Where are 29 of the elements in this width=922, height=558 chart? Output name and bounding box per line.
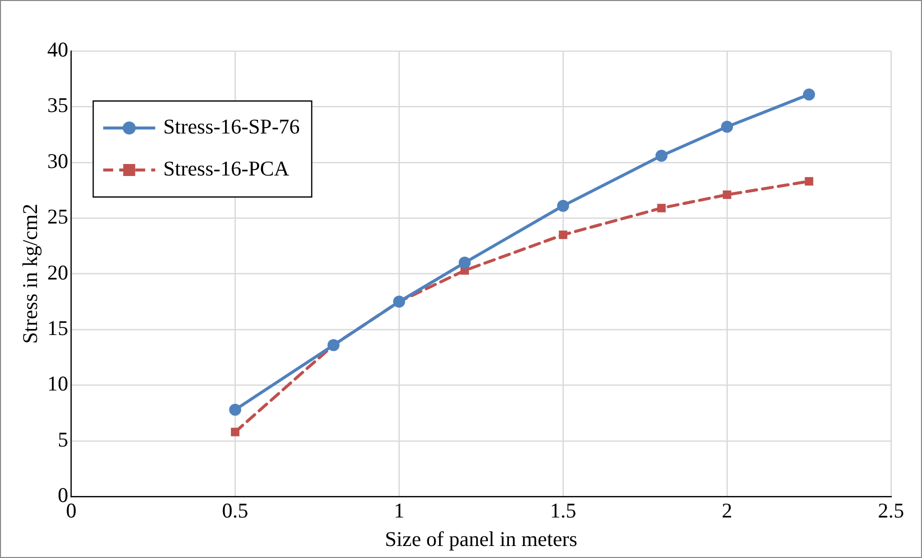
- point: [558, 230, 568, 240]
- y-tick-label: 35: [47, 93, 68, 118]
- legend-label: Stress-16-SP-76: [163, 114, 300, 139]
- point: [722, 190, 732, 199]
- point: [229, 404, 242, 416]
- point: [458, 256, 471, 269]
- x-tick-label: 1: [394, 498, 404, 523]
- x-tick-label: 2.5: [878, 498, 904, 523]
- y-tick-label: 5: [58, 427, 68, 452]
- x-tick-label: 0.5: [222, 498, 248, 523]
- y-tick-label: 30: [47, 148, 68, 173]
- y-tick-label: 10: [47, 372, 68, 396]
- x-tick-label: 1.5: [550, 498, 576, 523]
- y-axis-title: Stress in kg/cm2: [18, 204, 42, 344]
- point: [557, 200, 570, 212]
- point: [803, 88, 816, 100]
- point: [657, 204, 666, 212]
- point: [721, 120, 734, 133]
- y-tick-label: 40: [47, 38, 68, 62]
- y-tick-label: 25: [47, 204, 68, 229]
- legend-label: Stress-16-PCA: [163, 156, 290, 181]
- y-tick-label: 0: [58, 483, 68, 508]
- y-tick-label: 20: [47, 260, 68, 284]
- x-axis-title: Size of panel in meters: [384, 526, 578, 551]
- point: [655, 150, 668, 162]
- x-tick-label: 2: [722, 498, 732, 523]
- point: [230, 428, 240, 436]
- point: [804, 177, 814, 186]
- y-tick-label: 15: [47, 316, 68, 340]
